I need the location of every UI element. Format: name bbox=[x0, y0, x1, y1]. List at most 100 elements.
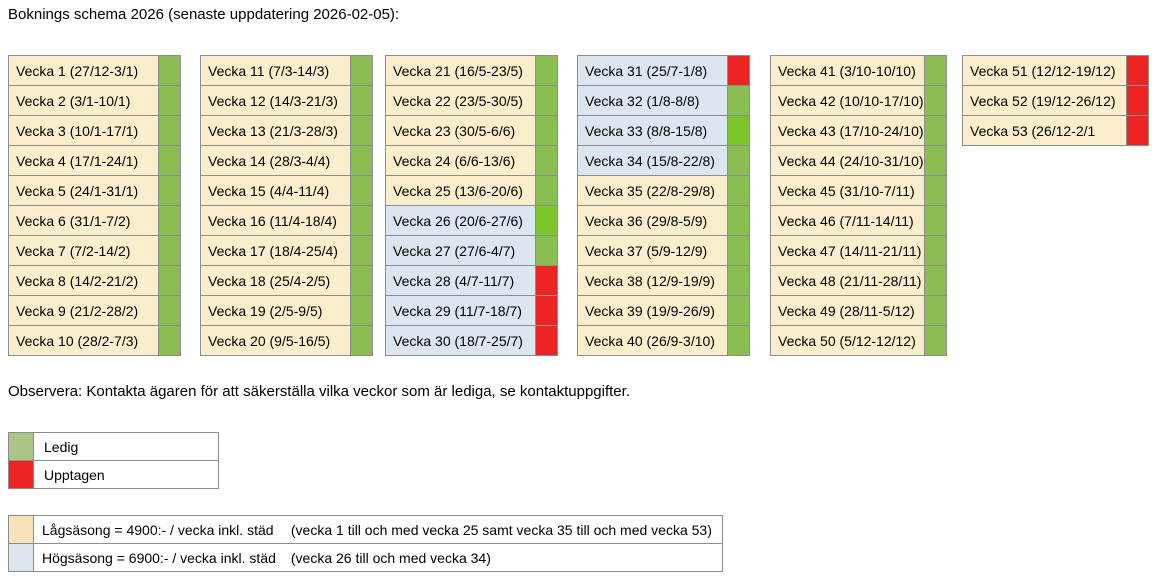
week-status-indicator bbox=[535, 85, 558, 116]
week-status-indicator bbox=[158, 175, 181, 206]
week-label: Vecka 33 (8/8-15/8) bbox=[577, 115, 728, 146]
week-label: Vecka 38 (12/9-19/9) bbox=[577, 265, 728, 296]
week-row: Vecka 4 (17/1-24/1) bbox=[8, 145, 181, 176]
week-status-indicator bbox=[923, 145, 947, 176]
week-label: Vecka 26 (20/6-27/6) bbox=[385, 205, 536, 236]
week-table-grid: Vecka 31 (25/7-1/8) Vecka 32 (1/8-8/8) Vec… bbox=[577, 55, 750, 356]
week-label: Vecka 15 (4/4-11/4) bbox=[200, 175, 351, 206]
price-label: Högsäsong = 6900:- / vecka inkl. städ bbox=[42, 549, 276, 566]
week-label: Vecka 41 (3/10-10/10) bbox=[770, 55, 925, 86]
week-status-indicator bbox=[535, 295, 558, 326]
price-text-cell: Lågsäsong = 4900:- / vecka inkl. städ (v… bbox=[33, 515, 723, 544]
week-row: Vecka 25 (13/6-20/6) bbox=[385, 175, 558, 206]
week-label: Vecka 22 (23/5-30/5) bbox=[385, 85, 536, 116]
week-row: Vecka 18 (25/4-2/5) bbox=[200, 265, 373, 296]
week-label: Vecka 46 (7/11-14/11) bbox=[770, 205, 925, 236]
week-label: Vecka 8 (14/2-21/2) bbox=[8, 265, 159, 296]
week-status-indicator bbox=[727, 235, 750, 266]
upptagen-color-swatch bbox=[8, 460, 34, 489]
week-status-indicator bbox=[535, 325, 558, 356]
week-status-indicator bbox=[158, 55, 181, 86]
week-label: Vecka 29 (11/7-18/7) bbox=[385, 295, 536, 326]
week-row: Vecka 16 (11/4-18/4) bbox=[200, 205, 373, 236]
week-status-indicator bbox=[350, 175, 373, 206]
price-legend-row-hogsasong: Högsäsong = 6900:- / vecka inkl. städ (v… bbox=[8, 543, 723, 572]
week-row: Vecka 29 (11/7-18/7) bbox=[385, 295, 558, 326]
week-status-indicator bbox=[923, 235, 947, 266]
week-label: Vecka 12 (14/3-21/3) bbox=[200, 85, 351, 116]
week-row: Vecka 51 (12/12-19/12) bbox=[962, 55, 1149, 86]
lagsasong-color-swatch bbox=[8, 515, 34, 544]
week-status-indicator bbox=[923, 265, 947, 296]
week-row: Vecka 34 (15/8-22/8) bbox=[577, 145, 750, 176]
week-row: Vecka 32 (1/8-8/8) bbox=[577, 85, 750, 116]
week-status-indicator bbox=[350, 85, 373, 116]
week-row: Vecka 8 (14/2-21/2) bbox=[8, 265, 181, 296]
week-table-grid: Vecka 1 (27/12-3/1) Vecka 2 (3/1-10/1) Vec… bbox=[8, 55, 181, 356]
week-row: Vecka 45 (31/10-7/11) bbox=[770, 175, 947, 206]
week-status-indicator bbox=[158, 265, 181, 296]
week-table-col-3: Vecka 21 (16/5-23/5) Vecka 22 (23/5-30/5)… bbox=[385, 55, 558, 356]
week-label: Vecka 34 (15/8-22/8) bbox=[577, 145, 728, 176]
notice-text: Observera: Kontakta ägaren för att säker… bbox=[8, 383, 630, 400]
week-row: Vecka 43 (17/10-24/10) bbox=[770, 115, 947, 146]
week-label: Vecka 6 (31/1-7/2) bbox=[8, 205, 159, 236]
week-label: Vecka 35 (22/8-29/8) bbox=[577, 175, 728, 206]
week-label: Vecka 14 (28/3-4/4) bbox=[200, 145, 351, 176]
week-row: Vecka 23 (30/5-6/6) bbox=[385, 115, 558, 146]
week-status-indicator bbox=[350, 325, 373, 356]
week-label: Vecka 11 (7/3-14/3) bbox=[200, 55, 351, 86]
week-status-indicator bbox=[727, 205, 750, 236]
week-row: Vecka 7 (7/2-14/2) bbox=[8, 235, 181, 266]
week-label: Vecka 48 (21/11-28/11) bbox=[770, 265, 925, 296]
week-status-indicator bbox=[535, 205, 558, 236]
hogsasong-color-swatch bbox=[8, 543, 34, 572]
week-row: Vecka 22 (23/5-30/5) bbox=[385, 85, 558, 116]
week-row: Vecka 33 (8/8-15/8) bbox=[577, 115, 750, 146]
week-status-indicator bbox=[727, 175, 750, 206]
week-row: Vecka 19 (2/5-9/5) bbox=[200, 295, 373, 326]
week-label: Vecka 47 (14/11-21/11) bbox=[770, 235, 925, 266]
week-status-indicator bbox=[535, 175, 558, 206]
week-row: Vecka 41 (3/10-10/10) bbox=[770, 55, 947, 86]
week-status-indicator bbox=[727, 265, 750, 296]
week-row: Vecka 49 (28/11-5/12) bbox=[770, 295, 947, 326]
status-legend-row-ledig: Ledig bbox=[8, 432, 219, 461]
week-status-indicator bbox=[350, 235, 373, 266]
week-status-indicator bbox=[350, 115, 373, 146]
week-row: Vecka 10 (28/2-7/3) bbox=[8, 325, 181, 356]
week-label: Vecka 51 (12/12-19/12) bbox=[962, 55, 1127, 86]
status-legend-row-upptagen: Upptagen bbox=[8, 460, 219, 489]
week-label: Vecka 42 (10/10-17/10) bbox=[770, 85, 925, 116]
week-status-indicator bbox=[727, 55, 750, 86]
week-label: Vecka 25 (13/6-20/6) bbox=[385, 175, 536, 206]
week-status-indicator bbox=[923, 55, 947, 86]
week-table-col-6: Vecka 51 (12/12-19/12) Vecka 52 (19/12-26… bbox=[962, 55, 1149, 146]
week-row: Vecka 31 (25/7-1/8) bbox=[577, 55, 750, 86]
week-table-grid: Vecka 41 (3/10-10/10) Vecka 42 (10/10-17/… bbox=[770, 55, 947, 356]
week-label: Vecka 44 (24/10-31/10) bbox=[770, 145, 925, 176]
week-table-col-1: Vecka 1 (27/12-3/1) Vecka 2 (3/1-10/1) Vec… bbox=[8, 55, 181, 356]
week-status-indicator bbox=[727, 325, 750, 356]
status-legend: Ledig Upptagen bbox=[8, 432, 219, 489]
ledig-color-swatch bbox=[8, 432, 34, 461]
week-label: Vecka 53 (26/12-2/1 bbox=[962, 115, 1127, 146]
week-row: Vecka 15 (4/4-11/4) bbox=[200, 175, 373, 206]
price-note: (vecka 1 till och med vecka 25 samt veck… bbox=[290, 521, 712, 538]
week-label: Vecka 27 (27/6-4/7) bbox=[385, 235, 536, 266]
price-legend-row-lagsasong: Lågsäsong = 4900:- / vecka inkl. städ (v… bbox=[8, 515, 723, 544]
week-row: Vecka 42 (10/10-17/10) bbox=[770, 85, 947, 116]
week-label: Vecka 45 (31/10-7/11) bbox=[770, 175, 925, 206]
week-status-indicator bbox=[727, 115, 750, 146]
week-status-indicator bbox=[1126, 55, 1149, 86]
week-status-indicator bbox=[158, 85, 181, 116]
week-label: Vecka 49 (28/11-5/12) bbox=[770, 295, 925, 326]
status-legend-label: Ledig bbox=[33, 432, 219, 461]
week-label: Vecka 30 (18/7-25/7) bbox=[385, 325, 536, 356]
week-status-indicator bbox=[158, 205, 181, 236]
week-status-indicator bbox=[158, 145, 181, 176]
week-status-indicator bbox=[1126, 85, 1149, 116]
week-row: Vecka 24 (6/6-13/6) bbox=[385, 145, 558, 176]
week-row: Vecka 44 (24/10-31/10) bbox=[770, 145, 947, 176]
